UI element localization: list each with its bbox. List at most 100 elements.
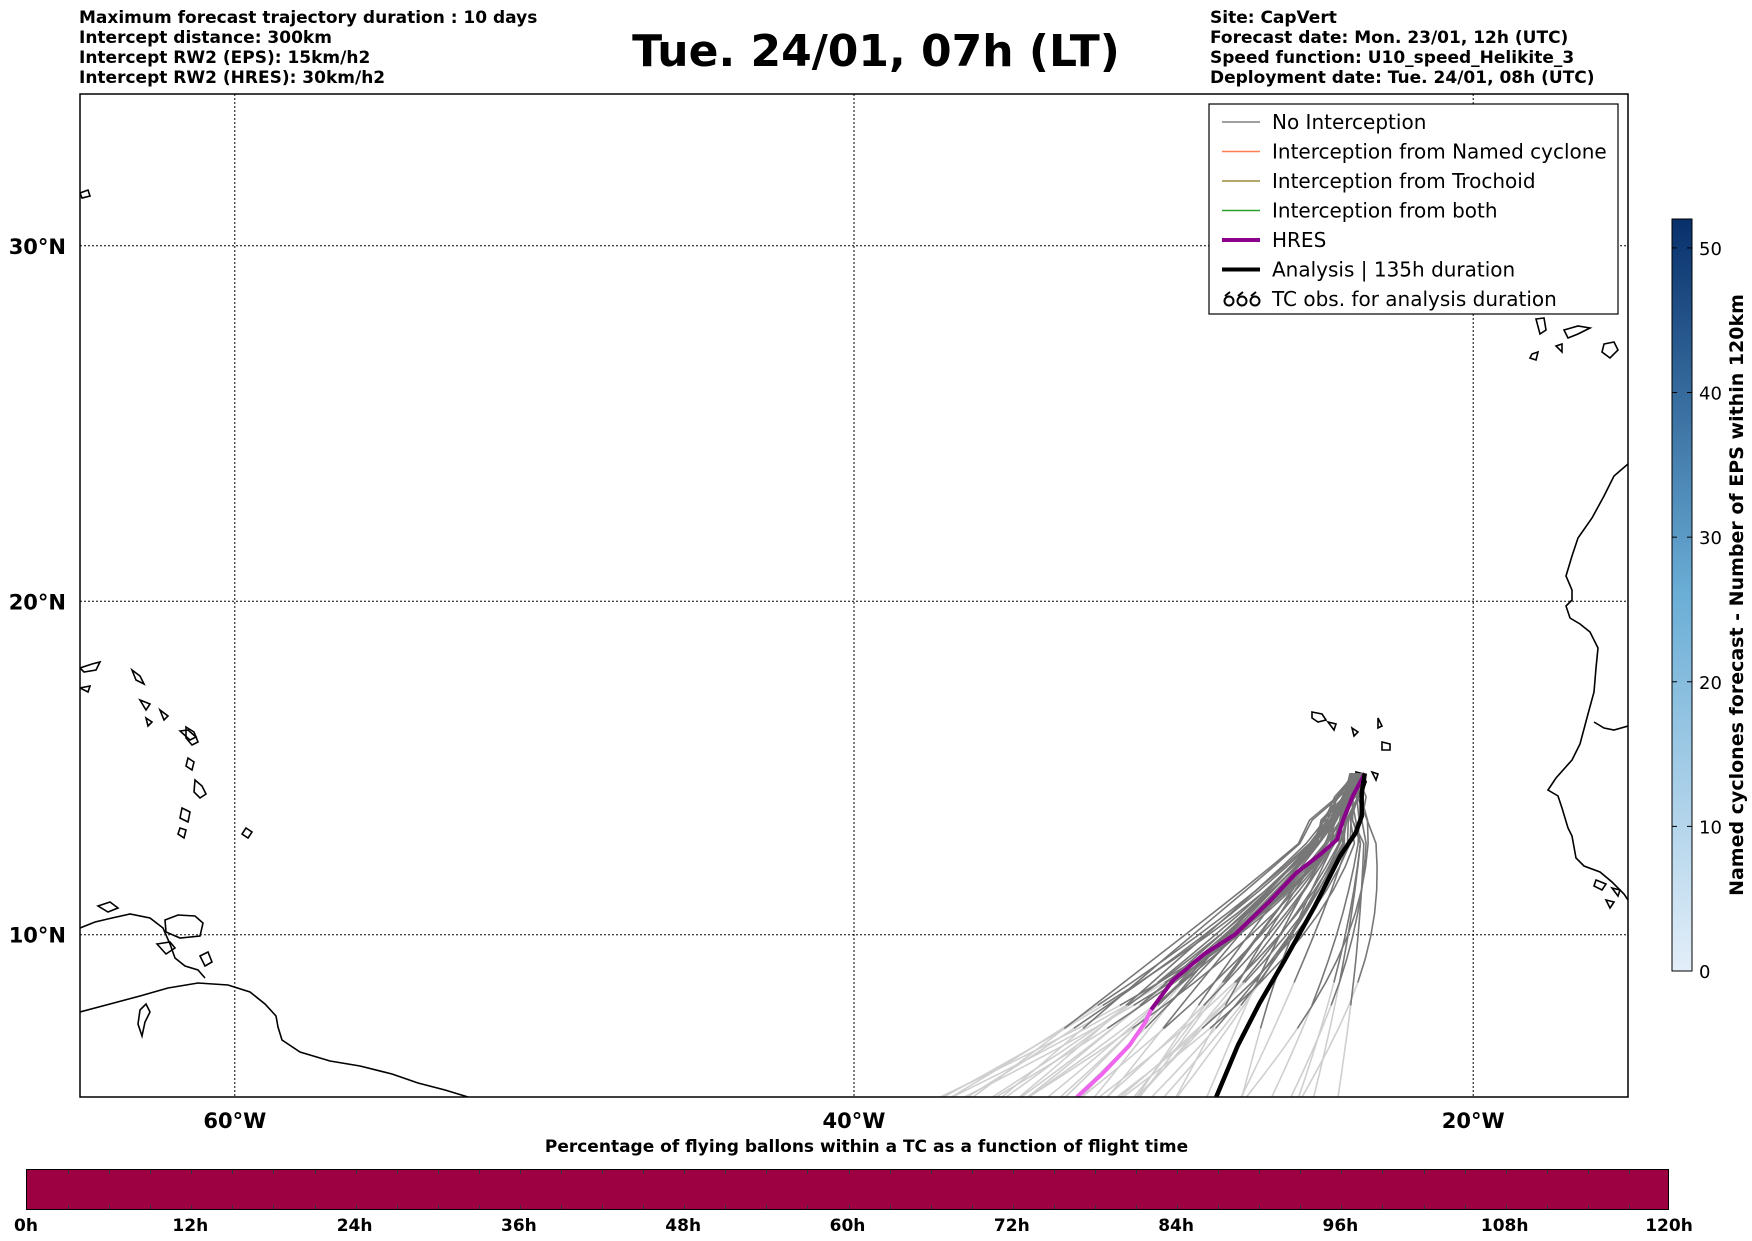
main-title: Tue. 24/01, 07h (LT) [632,26,1120,77]
ens-trajectory-late [1018,1004,1127,1097]
strip-minor-tick [1546,1170,1548,1174]
ens-trajectory-late [1047,1004,1156,1097]
strip-title: Percentage of flying ballons within a TC… [544,1137,1189,1157]
strip-minor-tick [109,1205,111,1209]
colorbar-tick-label: 20 [1699,673,1722,694]
legend-box [1208,103,1619,315]
strip-minor-tick [602,1205,604,1209]
strip-minor-tick [1505,1170,1507,1174]
strip-tick-label: 36h [501,1216,537,1236]
ens-trajectory [1157,773,1357,1006]
strip-minor-tick [1012,1170,1014,1174]
coastline-vi-1 [80,684,92,694]
strip-minor-tick [1546,1205,1548,1209]
legend-label: Interception from Trochoid [1272,169,1536,193]
coastline-northwest-fragment [80,188,92,199]
strip-minor-tick [1628,1170,1630,1174]
coastline-lesser-antilles-5 [179,806,191,824]
strip-minor-tick [273,1205,275,1209]
hres-track-late [1075,1008,1154,1097]
strip-minor-tick [684,1205,686,1209]
coastline-lesser-antilles-7 [240,826,254,840]
coastline-cape-verde-7 [1370,770,1380,783]
lat-tick-label: 30°N [9,235,66,259]
coastline-cape-verde-1 [1311,711,1328,723]
coastline-africa-islands-2 [1610,886,1622,898]
strip-minor-tick [1094,1205,1096,1209]
legend-item: Interception from both [1222,199,1498,223]
strip-minor-tick [889,1205,891,1209]
ens-trajectory-late [1241,1028,1262,1097]
header-site: Site: CapVert [1210,8,1337,28]
coastline-south-america [80,982,469,1097]
strip-minor-tick [602,1170,604,1174]
strip-minor-tick [1341,1205,1343,1209]
ens-trajectory-late [1106,1027,1164,1097]
coastline-africa-west [1546,463,1628,901]
header-speed-function: Speed function: U10_speed_Helikite_3 [1210,48,1575,68]
strip-minor-tick [684,1170,686,1174]
strip-minor-tick [643,1170,645,1174]
strip-minor-tick [396,1170,398,1174]
ens-trajectory [1197,772,1359,1006]
colorbar-label: Named cyclones forecast - Number of EPS … [1726,294,1748,896]
strip-minor-tick [1094,1170,1096,1174]
coastline-lesser-antilles-1 [193,778,208,800]
ens-trajectory [1082,772,1366,1030]
ens-trajectory [1214,773,1365,1029]
ens-trajectory-late [1337,1005,1352,1097]
strip-minor-tick [1177,1205,1179,1209]
coastline-lesser-antilles-3 [178,729,198,741]
strip-minor-tick [1587,1205,1589,1209]
strip-minor-tick [396,1205,398,1209]
strip-minor-tick [1300,1170,1302,1174]
strip-minor-tick [848,1205,850,1209]
strip-minor-tick [889,1170,891,1174]
flight-time-strip [26,1169,1669,1210]
strip-minor-tick [807,1205,809,1209]
strip-minor-tick [1177,1170,1179,1174]
strip-minor-tick [1053,1170,1055,1174]
strip-minor-tick [1259,1170,1261,1174]
strip-minor-tick [232,1205,234,1209]
strip-tick-label: 48h [665,1216,702,1236]
coastline-vi-5 [144,716,154,728]
legend-item: Interception from Trochoid [1222,169,1536,193]
coastline-lesser-antilles-6 [177,826,187,840]
strip-minor-tick [232,1170,234,1174]
coastline-island-3 [137,1002,151,1040]
strip-minor-tick [68,1170,70,1174]
strip-minor-tick [150,1170,152,1174]
coastline-africa-islands-3 [1604,898,1616,910]
coastline-canary-2 [1562,325,1593,340]
legend-label: No Interception [1272,110,1426,134]
strip-minor-tick [1382,1205,1384,1209]
strip-minor-tick [971,1205,973,1209]
ens-trajectory-late [1028,1004,1155,1097]
map-frame [79,93,1629,1098]
legend-label: HRES [1272,228,1326,252]
header-left-info: Maximum forecast trajectory duration : 1… [79,8,537,88]
lon-tick-label: 60°W [203,1109,266,1133]
cyclone-symbol-tail [1237,291,1244,297]
colorbar-tick-label: 40 [1699,384,1722,405]
strip-minor-tick [1464,1170,1466,1174]
ens-trajectory-late [1081,1027,1165,1097]
coastline-cape-verde-2 [1326,720,1338,732]
coastline-venezuela-north [80,913,206,979]
strip-minor-tick [314,1205,316,1209]
hres-track [1149,772,1367,1011]
strip-minor-tick [1259,1205,1261,1209]
strip-minor-tick [971,1170,973,1174]
strip-minor-tick [1464,1205,1466,1209]
ens-trajectory [1293,773,1360,983]
legend-label: TC obs. for analysis duration [1271,287,1557,311]
strip-minor-tick [150,1205,152,1209]
header-intercept-eps: Intercept RW2 (EPS): 15km/h2 [79,48,371,68]
strip-minor-tick [1423,1170,1425,1174]
legend-label: Analysis | 135h duration [1272,258,1515,282]
colorbar-gradient [1671,218,1693,972]
coastline-canary-5 [1528,350,1540,362]
strip-minor-tick [643,1205,645,1209]
strip-minor-tick [68,1205,70,1209]
